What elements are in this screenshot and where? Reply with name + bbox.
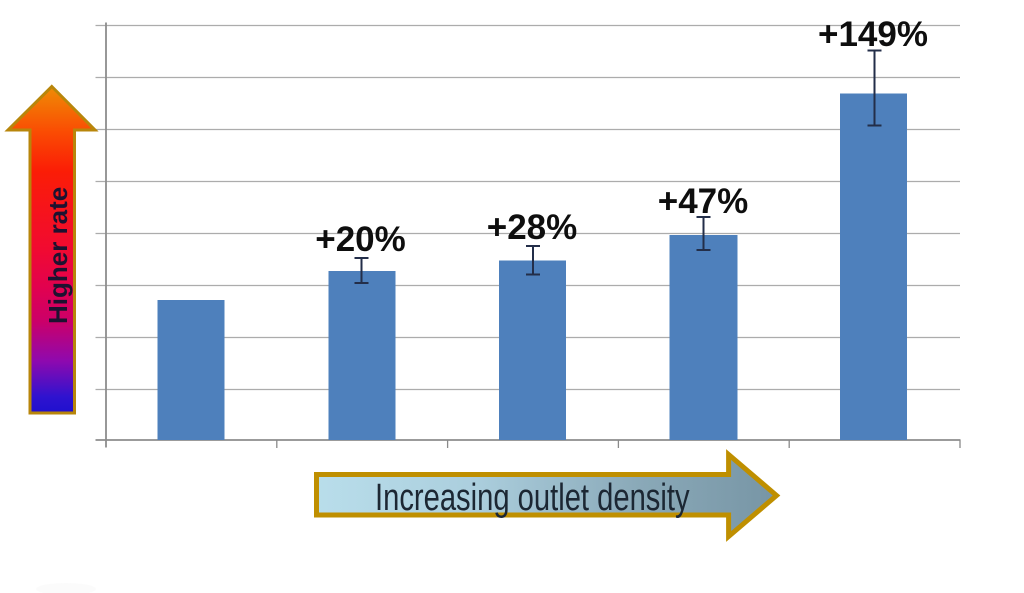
svg-text:+28%: +28% xyxy=(487,208,578,247)
svg-text:Increasing outlet density: Increasing outlet density xyxy=(375,476,690,519)
svg-text:Higher rate: Higher rate xyxy=(43,187,73,324)
svg-text:+47%: +47% xyxy=(658,182,749,221)
svg-text:+149%: +149% xyxy=(818,15,928,54)
svg-text:+20%: +20% xyxy=(315,220,406,259)
